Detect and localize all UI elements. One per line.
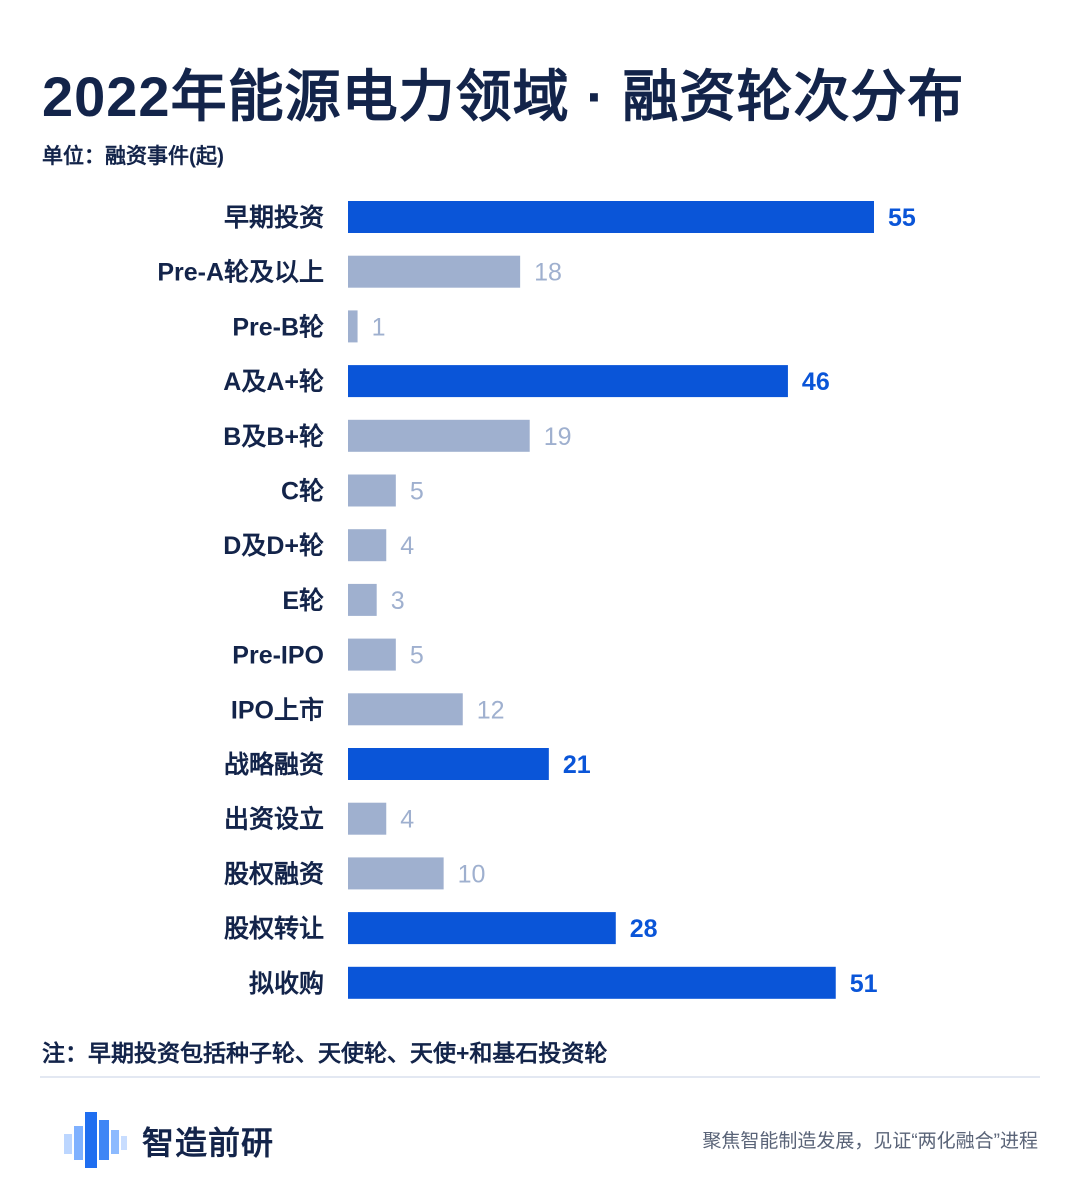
data-label: 5 bbox=[410, 478, 424, 506]
data-label: 28 bbox=[630, 915, 658, 943]
data-label: 5 bbox=[410, 642, 424, 670]
bar bbox=[348, 802, 387, 835]
category-label: IPO上市 bbox=[231, 695, 324, 724]
bar bbox=[348, 966, 836, 999]
data-label: 19 bbox=[544, 423, 572, 451]
data-label: 55 bbox=[888, 204, 916, 232]
bar bbox=[348, 310, 358, 343]
data-label: 21 bbox=[563, 751, 591, 779]
divider bbox=[40, 1076, 1040, 1078]
bar bbox=[348, 474, 396, 507]
category-label: 出资设立 bbox=[224, 805, 324, 834]
chart-title: 2022年能源电力领域 · 融资轮次分布 bbox=[42, 65, 965, 128]
data-label: 12 bbox=[477, 696, 505, 724]
category-label: Pre-A轮及以上 bbox=[157, 259, 324, 287]
slogan: 聚焦智能制造发展，见证“两化融合”进程 bbox=[702, 1131, 1038, 1152]
brand-name: 智造前研 bbox=[142, 1125, 275, 1161]
data-label: 4 bbox=[400, 532, 414, 560]
data-label: 51 bbox=[850, 970, 878, 998]
data-label: 4 bbox=[400, 806, 414, 834]
bar bbox=[348, 857, 444, 890]
bar bbox=[348, 201, 874, 233]
category-label: C轮 bbox=[281, 478, 324, 506]
category-label: 股权融资 bbox=[224, 860, 324, 888]
category-label: Pre-IPO bbox=[232, 642, 324, 670]
bar bbox=[348, 255, 521, 288]
category-label: E轮 bbox=[282, 587, 324, 615]
brand-logo-icon bbox=[64, 1112, 127, 1168]
category-label: 拟收购 bbox=[249, 969, 324, 998]
category-label: 早期投资 bbox=[224, 203, 324, 232]
data-label: 46 bbox=[802, 368, 830, 396]
unit-label: 单位：融资事件(起) bbox=[42, 145, 224, 168]
bar bbox=[348, 365, 788, 398]
category-label: A及A+轮 bbox=[223, 368, 324, 396]
data-label: 1 bbox=[372, 313, 386, 341]
category-label: Pre-B轮 bbox=[232, 313, 324, 341]
data-label: 3 bbox=[391, 587, 405, 615]
bar bbox=[348, 748, 549, 780]
bar bbox=[348, 529, 387, 562]
bar bbox=[348, 419, 530, 452]
bar bbox=[348, 638, 396, 671]
category-label: D及D+轮 bbox=[223, 532, 324, 560]
category-label: 股权转让 bbox=[224, 914, 324, 943]
bar bbox=[348, 583, 377, 616]
footnote: 注：早期投资包括种子轮、天使轮、天使+和基石投资轮 bbox=[42, 1040, 608, 1066]
category-label: B及B+轮 bbox=[223, 423, 324, 451]
bar bbox=[348, 912, 616, 945]
bar bbox=[348, 693, 463, 726]
category-label: 战略融资 bbox=[224, 750, 324, 779]
data-label: 18 bbox=[534, 259, 562, 287]
data-label: 10 bbox=[458, 860, 486, 888]
